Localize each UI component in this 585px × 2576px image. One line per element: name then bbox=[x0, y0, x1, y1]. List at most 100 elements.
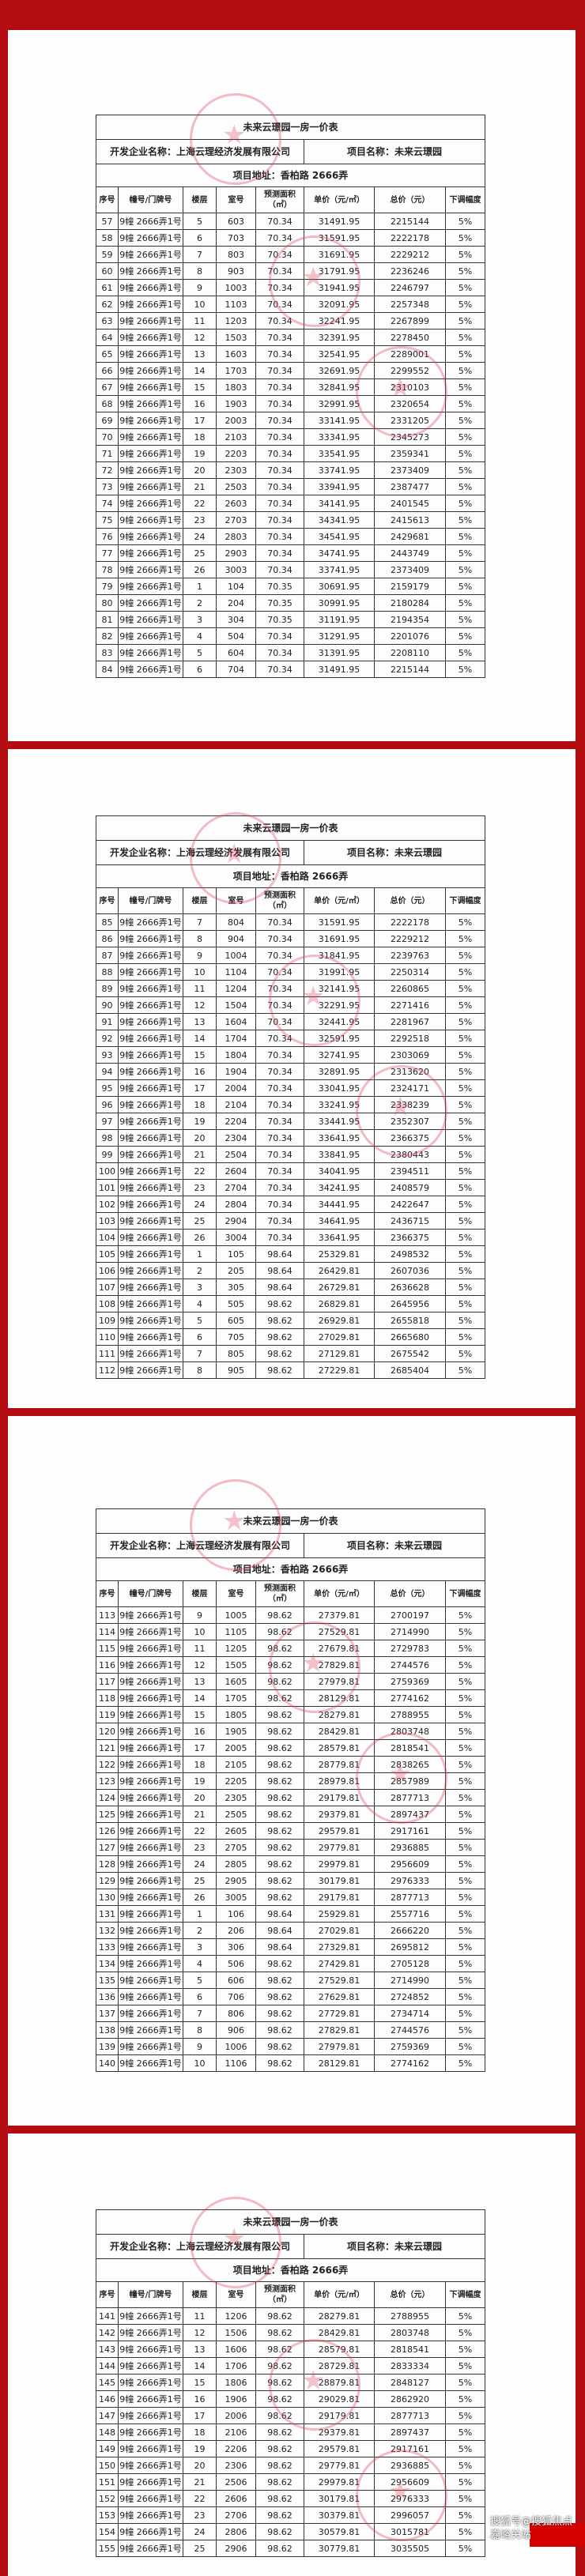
seq-cell: 113 bbox=[96, 1606, 119, 1624]
total-price-cell: 2936885 bbox=[374, 1839, 446, 1856]
seq-cell: 152 bbox=[96, 2490, 119, 2507]
building-cell: 9幢 2666弄1号 bbox=[118, 2440, 183, 2457]
floor-cell: 25 bbox=[183, 544, 217, 562]
room-cell: 1104 bbox=[216, 963, 256, 981]
unit-price-cell: 30991.95 bbox=[304, 594, 375, 612]
discount-cell: 5% bbox=[444, 1872, 486, 1889]
seq-cell: 128 bbox=[96, 1855, 119, 1873]
table-row: 64 9幢 2666弄1号 12 1503 70.34 32391.95 2278450 5% bbox=[96, 329, 486, 346]
floor-cell: 1 bbox=[183, 1245, 217, 1263]
total-price-cell: 2246797 bbox=[374, 279, 446, 296]
area-cell: 70.34 bbox=[255, 1196, 304, 1213]
total-price-cell: 3035505 bbox=[374, 2540, 446, 2557]
discount-cell: 5% bbox=[444, 378, 486, 396]
table-row: 91 9幢 2666弄1号 13 1604 70.34 32441.95 2281967 5% bbox=[96, 1013, 486, 1030]
seq-cell: 112 bbox=[96, 1361, 119, 1379]
discount-cell: 5% bbox=[444, 1030, 486, 1047]
floor-cell: 2 bbox=[183, 1922, 217, 1939]
table-row: 97 9幢 2666弄1号 19 2204 70.34 33441.95 2352307 5% bbox=[96, 1113, 486, 1130]
building-cell: 9幢 2666弄1号 bbox=[118, 1739, 183, 1757]
floor-cell: 10 bbox=[183, 296, 217, 313]
area-cell: 98.62 bbox=[255, 1822, 304, 1840]
room-cell: 1903 bbox=[216, 395, 256, 412]
floor-cell: 5 bbox=[183, 1312, 217, 1329]
seq-cell: 131 bbox=[96, 1905, 119, 1923]
area-cell: 98.62 bbox=[255, 2005, 304, 2022]
table-row: 79 9幢 2666弄1号 1 104 70.35 30691.95 2159179 5% bbox=[96, 578, 486, 595]
total-price-cell: 2366375 bbox=[374, 1129, 446, 1147]
building-cell: 9幢 2666弄1号 bbox=[118, 1623, 183, 1640]
discount-cell: 5% bbox=[444, 561, 486, 578]
table-row: 128 9幢 2666弄1号 24 2805 98.62 29979.81 2956609 5… bbox=[96, 1855, 486, 1873]
area-cell: 70.34 bbox=[255, 1063, 304, 1080]
total-price-cell: 2415613 bbox=[374, 511, 446, 529]
area-cell: 98.62 bbox=[255, 2390, 304, 2408]
total-price-cell: 2408579 bbox=[374, 1179, 446, 1196]
price-table: 未来云璟园一房一价表 开发企业名称：上海云理经济发展有限公司 项目名称：未来云璟园项… bbox=[95, 1508, 486, 2072]
area-cell: 70.34 bbox=[255, 1179, 304, 1196]
unit-price-cell: 31691.95 bbox=[304, 930, 375, 947]
table-row: 102 9幢 2666弄1号 24 2804 70.34 34441.95 2422647 5… bbox=[96, 1196, 486, 1213]
discount-cell: 5% bbox=[444, 1113, 486, 1130]
table-row: 87 9幢 2666弄1号 9 1004 70.34 31841.95 2239763 5% bbox=[96, 947, 486, 964]
project-address: 项目地址：香柏路 2666弄 bbox=[95, 864, 486, 888]
discount-cell: 5% bbox=[444, 1739, 486, 1757]
room-cell: 2703 bbox=[216, 511, 256, 529]
table-row: 82 9幢 2666弄1号 4 504 70.34 31291.95 2201076 5% bbox=[96, 627, 486, 645]
total-price-cell: 2250314 bbox=[374, 963, 446, 981]
table-row: 138 9幢 2666弄1号 8 906 98.62 27829.81 2744576 5% bbox=[96, 2021, 486, 2039]
seq-cell: 119 bbox=[96, 1706, 119, 1723]
table-row: 150 9幢 2666弄1号 20 2306 98.62 29779.81 2936885 5… bbox=[96, 2457, 486, 2474]
discount-cell: 5% bbox=[444, 2374, 486, 2391]
building-cell: 9幢 2666弄1号 bbox=[118, 661, 183, 678]
table-row: 110 9幢 2666弄1号 6 705 98.62 27029.81 2665680 5% bbox=[96, 1328, 486, 1346]
total-price-cell: 2917161 bbox=[374, 2440, 446, 2457]
table-row: 94 9幢 2666弄1号 16 1904 70.34 32891.95 2313620 5% bbox=[96, 1063, 486, 1080]
seq-cell: 125 bbox=[96, 1806, 119, 1823]
seq-cell: 121 bbox=[96, 1739, 119, 1757]
discount-cell: 5% bbox=[444, 246, 486, 263]
table-row: 58 9幢 2666弄1号 6 703 70.34 31591.95 2222178 5% bbox=[96, 229, 486, 247]
table-row: 107 9幢 2666弄1号 3 305 98.64 26729.81 2636628 5% bbox=[96, 1279, 486, 1296]
discount-cell: 5% bbox=[444, 996, 486, 1014]
discount-cell: 5% bbox=[444, 661, 486, 678]
area-cell: 98.62 bbox=[255, 1689, 304, 1707]
room-cell: 2504 bbox=[216, 1146, 256, 1163]
table-row: 108 9幢 2666弄1号 4 505 98.62 26829.81 2645956 5% bbox=[96, 1295, 486, 1312]
area-cell: 98.62 bbox=[255, 1855, 304, 1873]
building-cell: 9幢 2666弄1号 bbox=[118, 528, 183, 545]
area-cell: 70.34 bbox=[255, 428, 304, 446]
room-cell: 306 bbox=[216, 1938, 256, 1956]
seq-cell: 105 bbox=[96, 1245, 119, 1263]
table-row: 114 9幢 2666弄1号 10 1105 98.62 27529.81 2714990 5… bbox=[96, 1623, 486, 1640]
total-price-cell: 2744576 bbox=[374, 2021, 446, 2039]
area-cell: 70.34 bbox=[255, 262, 304, 280]
total-price-cell: 2996057 bbox=[374, 2506, 446, 2524]
seq-cell: 134 bbox=[96, 1955, 119, 1972]
unit-price-cell: 34541.95 bbox=[304, 528, 375, 545]
table-row: 134 9幢 2666弄1号 4 506 98.62 27429.81 2705128 5% bbox=[96, 1955, 486, 1972]
discount-cell: 5% bbox=[444, 1295, 486, 1312]
unit-price-cell: 29179.81 bbox=[304, 1889, 375, 1906]
room-cell: 706 bbox=[216, 1988, 256, 2005]
room-cell: 2205 bbox=[216, 1772, 256, 1790]
column-header: 楼层 bbox=[183, 1580, 217, 1607]
unit-price-cell: 32441.95 bbox=[304, 1013, 375, 1030]
column-header: 下调幅度 bbox=[444, 186, 486, 213]
discount-cell: 5% bbox=[444, 913, 486, 931]
total-price-cell: 2788955 bbox=[374, 1706, 446, 1723]
room-cell: 2304 bbox=[216, 1129, 256, 1147]
total-price-cell: 2359341 bbox=[374, 445, 446, 462]
room-cell: 206 bbox=[216, 1922, 256, 1939]
unit-price-cell: 27229.81 bbox=[304, 1361, 375, 1379]
seq-cell: 101 bbox=[96, 1179, 119, 1196]
room-cell: 904 bbox=[216, 930, 256, 947]
room-cell: 604 bbox=[216, 644, 256, 661]
seq-cell: 129 bbox=[96, 1872, 119, 1889]
seq-cell: 110 bbox=[96, 1328, 119, 1346]
area-cell: 70.34 bbox=[255, 561, 304, 578]
seq-cell: 73 bbox=[96, 478, 119, 495]
room-cell: 2505 bbox=[216, 1806, 256, 1823]
floor-cell: 3 bbox=[183, 611, 217, 628]
room-cell: 1205 bbox=[216, 1640, 256, 1657]
